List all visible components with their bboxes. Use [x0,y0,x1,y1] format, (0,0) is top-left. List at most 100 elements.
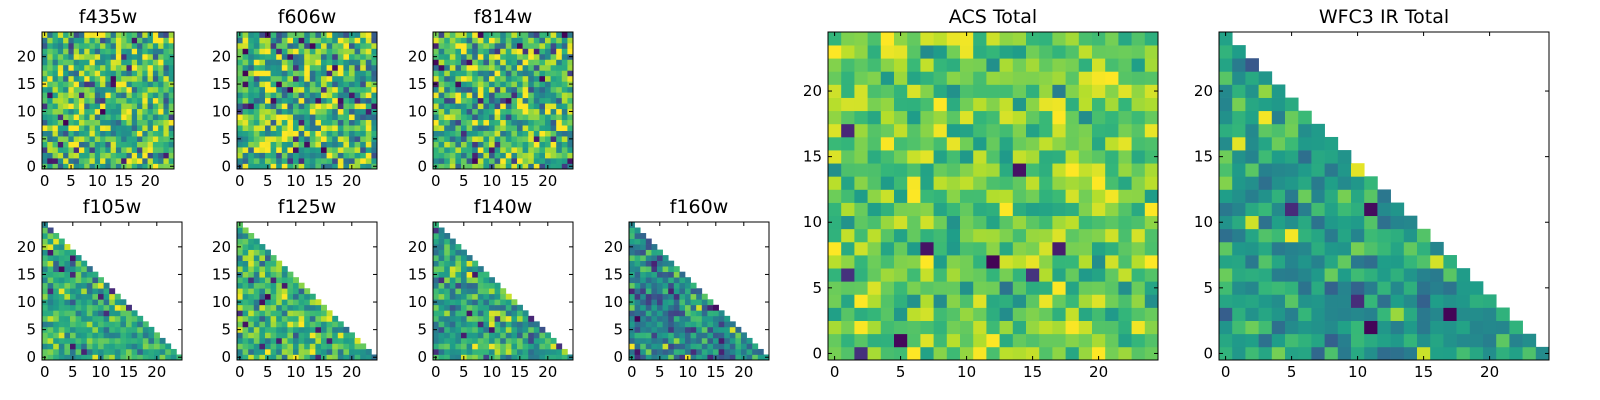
heatmap-cell [248,64,255,71]
heatmap-cell [293,315,299,322]
x-tick-label: 0 [235,363,245,381]
heatmap-cell [1026,202,1040,217]
heatmap-cell [293,103,299,110]
heatmap-cell [645,310,652,317]
heatmap-cell [354,37,361,44]
heatmap-cell [556,64,563,71]
heatmap-cell [73,119,80,126]
heatmap-cell [64,249,71,256]
heatmap-cell [472,103,479,110]
heatmap-cell [68,136,75,142]
heatmap-cell [645,315,652,322]
heatmap-cell [841,241,855,256]
heatmap-cell [561,97,568,104]
heatmap-cell [894,84,908,98]
heatmap-cell [483,354,490,361]
heatmap-cell [1285,150,1299,164]
heatmap-cell [94,42,101,49]
heatmap-cell [57,86,64,93]
heatmap-cell [651,255,658,261]
heatmap-cell [466,70,473,77]
heatmap-cell [110,103,117,110]
heatmap-cell [259,260,266,267]
axes-frame [41,31,175,170]
heatmap-cells [629,222,770,361]
heatmap-cell [455,75,462,82]
heatmap-cell [545,70,551,77]
heatmap-cell [500,119,507,126]
heatmap-cell [1496,307,1510,321]
heatmap-cell [142,337,149,344]
heatmap-cell [511,119,518,126]
heatmap-cell [137,326,144,333]
heatmap-cell [828,32,842,46]
heatmap-cell [640,277,647,284]
heatmap-cell [42,255,48,261]
heatmap-cell [533,53,540,60]
heatmap-cell [1298,346,1312,361]
heatmap-cell [163,103,170,110]
heatmap-cell [718,321,725,328]
heatmap-cell [1377,320,1391,335]
heatmap-cell [1364,333,1378,348]
heatmap-cell [841,110,855,125]
heatmap-cell [63,125,69,131]
heatmap-cell [98,348,104,355]
heatmap-cell [455,70,462,77]
heatmap-cell [237,288,243,295]
heatmap-cell [1232,45,1246,59]
heatmap-cell [365,75,372,82]
heatmap-cell [517,321,523,328]
heatmap-cell [92,299,99,306]
heatmap-cell [841,84,855,98]
heatmap-cell [438,136,445,142]
heatmap-cell [1092,84,1106,98]
y-tick-label: 5 [613,321,623,339]
heatmap-cell [444,125,451,131]
heatmap-cell [533,163,540,170]
heatmap-cell [253,304,260,311]
heatmap-cell [337,321,344,328]
heatmap-cell [343,75,350,82]
heatmap-cell [248,260,255,267]
heatmap-cell [70,321,76,328]
heatmap-cell [528,326,535,333]
heatmap-cell [1078,346,1093,361]
heatmap-cell [1377,307,1391,321]
heatmap-cell [259,288,266,295]
heatmap-cell [539,152,546,159]
heatmap-cell [477,42,484,49]
heatmap-cell [163,130,170,137]
heatmap-cell [867,71,882,85]
heatmap-cell [73,152,80,159]
heatmap-cell [539,130,546,137]
heatmap-cell [1443,346,1457,361]
heatmap-cell [880,163,895,177]
heatmap-cell [668,282,675,289]
heatmap-cell [472,310,479,317]
heatmap-cell [701,348,708,355]
heatmap-cell [131,64,138,71]
heatmap-cell [933,241,948,256]
heatmap-cell [371,48,378,55]
heatmap-cell [89,103,96,110]
heatmap-cell [867,202,882,217]
heatmap-cell [946,71,961,85]
heatmap-cell [315,37,322,44]
heatmap-cell [545,64,551,71]
heatmap-cell [259,152,266,159]
heatmap-cell [78,81,85,88]
heatmap-cell [321,97,327,104]
heatmap-cell [309,108,316,115]
heatmap-cell [354,158,361,164]
heatmap-cell [494,310,501,317]
heatmap-cell [365,48,372,55]
heatmap-cell [304,37,311,44]
heatmap-cell [489,97,495,104]
heatmap-cell [433,141,439,148]
heatmap-cell [315,75,322,82]
heatmap-cell [629,277,635,284]
heatmap-cell [528,108,535,115]
heatmap-cell [472,141,479,148]
